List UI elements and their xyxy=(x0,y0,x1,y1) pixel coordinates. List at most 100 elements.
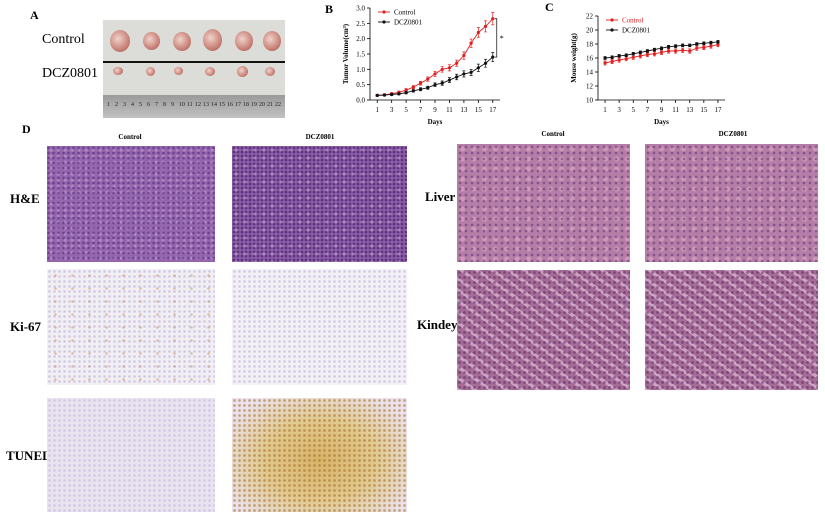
y-tick-label: 12 xyxy=(586,83,594,91)
ruler-label: 15 xyxy=(219,102,225,108)
x-tick-label: 17 xyxy=(714,106,722,114)
marker xyxy=(469,41,473,45)
x-axis-label: Days xyxy=(428,118,443,126)
marker xyxy=(418,81,423,85)
marker xyxy=(382,93,387,97)
x-tick-label: 13 xyxy=(460,106,468,114)
column-header: Control xyxy=(118,133,142,141)
micrograph xyxy=(232,146,407,262)
micrograph xyxy=(645,270,818,390)
y-axis-label: Mouse weight(g) xyxy=(570,33,578,83)
marker xyxy=(645,49,649,53)
y-tick-label: 2.0 xyxy=(356,35,365,43)
micrograph xyxy=(232,269,407,385)
marker xyxy=(375,93,379,97)
x-tick-label: 15 xyxy=(475,106,483,114)
marker xyxy=(433,83,437,87)
marker xyxy=(659,46,664,50)
marker xyxy=(404,88,408,92)
tumor xyxy=(110,30,130,52)
marker xyxy=(659,50,664,55)
column-header: DCZ0801 xyxy=(305,133,335,141)
marker xyxy=(695,46,699,50)
micrograph xyxy=(645,144,818,262)
micrograph xyxy=(232,398,407,512)
legend-marker xyxy=(610,28,614,32)
row-label: H&E xyxy=(10,191,40,206)
marker xyxy=(447,66,452,70)
ruler-label: 3 xyxy=(123,102,126,108)
tumor xyxy=(265,67,275,76)
legend-label: Control xyxy=(622,17,643,25)
x-tick-label: 9 xyxy=(433,106,437,114)
micrograph xyxy=(47,398,215,512)
marker xyxy=(390,92,394,97)
y-tick-label: 3.0 xyxy=(356,5,365,13)
ruler-label: 6 xyxy=(147,102,150,108)
ruler-label: 2 xyxy=(115,102,118,108)
micrograph xyxy=(457,270,630,390)
ruler-label: 12 xyxy=(195,102,201,108)
marker xyxy=(674,49,678,53)
marker xyxy=(462,53,466,58)
legend-label: Control xyxy=(394,9,415,17)
marker xyxy=(674,44,678,48)
marker xyxy=(709,41,713,45)
marker xyxy=(469,70,473,74)
x-tick-label: 5 xyxy=(404,106,408,114)
ruler-label: 9 xyxy=(171,102,174,108)
marker xyxy=(702,45,706,50)
significance-bracket xyxy=(494,18,498,58)
row-label: TUNEL xyxy=(6,448,51,463)
marker xyxy=(483,24,488,28)
marker xyxy=(688,43,692,48)
marker xyxy=(476,66,480,70)
marker xyxy=(610,55,614,59)
x-tick-label: 11 xyxy=(446,106,453,114)
marker xyxy=(716,40,720,44)
ruler-label: 20 xyxy=(259,102,265,108)
tumor xyxy=(173,32,191,51)
marker xyxy=(491,17,495,21)
tumor xyxy=(237,66,248,77)
marker xyxy=(688,49,692,53)
marker xyxy=(666,49,671,53)
marker xyxy=(603,61,607,65)
marker xyxy=(709,44,713,48)
marker xyxy=(652,52,657,56)
marker xyxy=(652,48,657,52)
marker xyxy=(491,55,495,59)
marker xyxy=(716,43,720,47)
y-tick-label: 2.5 xyxy=(356,20,365,28)
y-axis-label: Tumor Volume(cm³) xyxy=(342,23,350,84)
ruler-label: 7 xyxy=(155,102,158,108)
marker xyxy=(666,45,671,49)
marker xyxy=(617,58,621,62)
x-tick-label: 3 xyxy=(390,106,394,114)
marker xyxy=(645,52,649,57)
ruler-label: 10 xyxy=(179,102,185,108)
y-tick-label: 16 xyxy=(586,55,594,63)
x-axis-label: Days xyxy=(654,118,669,126)
marker xyxy=(411,89,415,93)
ruler-label: 21 xyxy=(267,102,273,108)
marker xyxy=(433,72,437,76)
panel-label: C xyxy=(545,0,554,14)
y-tick-label: 1.5 xyxy=(356,51,365,59)
x-tick-label: 1 xyxy=(603,106,607,114)
marker xyxy=(610,59,614,64)
x-tick-label: 13 xyxy=(686,106,694,114)
ruler-label: 18 xyxy=(243,102,249,108)
marker xyxy=(455,75,459,79)
marker xyxy=(404,91,408,95)
ruler-label: 4 xyxy=(131,102,134,108)
panel-label: D xyxy=(22,122,31,136)
tumor-volume-chart: 0.00.51.01.52.02.53.01 3 5 7 9 11 13 15 17DaysTu… xyxy=(342,5,504,127)
legend-marker xyxy=(610,18,614,22)
x-tick-label: 11 xyxy=(672,106,679,114)
marker xyxy=(681,48,685,52)
divider xyxy=(103,61,285,63)
y-tick-label: 20 xyxy=(586,27,594,35)
marker xyxy=(447,78,452,82)
